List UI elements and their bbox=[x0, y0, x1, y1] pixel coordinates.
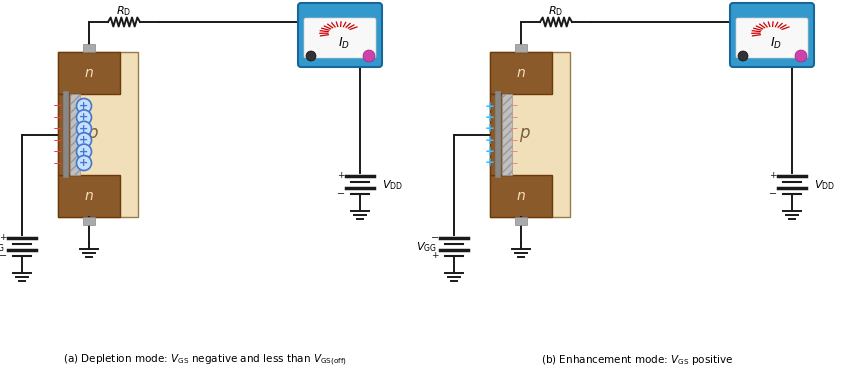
Circle shape bbox=[77, 110, 92, 125]
Bar bbox=[502, 94, 512, 175]
Bar bbox=[490, 52, 552, 94]
Text: −: − bbox=[509, 145, 519, 158]
Circle shape bbox=[306, 51, 316, 61]
Text: $R_{\mathrm{D}}$: $R_{\mathrm{D}}$ bbox=[117, 4, 131, 18]
Text: +: + bbox=[79, 135, 89, 145]
Text: +: + bbox=[79, 113, 89, 123]
Text: +: + bbox=[785, 52, 793, 61]
Text: −: − bbox=[53, 156, 63, 169]
Text: $V_{\mathrm{GG}}$: $V_{\mathrm{GG}}$ bbox=[0, 240, 4, 254]
Bar bbox=[58, 52, 120, 94]
Text: +: + bbox=[79, 158, 89, 168]
Bar bbox=[490, 52, 570, 217]
Text: +: + bbox=[769, 172, 777, 180]
Text: +: + bbox=[485, 156, 495, 169]
Bar bbox=[490, 175, 552, 217]
Circle shape bbox=[363, 50, 375, 62]
Text: $n$: $n$ bbox=[84, 66, 94, 80]
Text: +: + bbox=[79, 146, 89, 156]
Text: +: + bbox=[0, 234, 7, 242]
Text: −: − bbox=[509, 122, 519, 135]
FancyBboxPatch shape bbox=[304, 18, 376, 58]
Text: −: − bbox=[509, 156, 519, 169]
Text: −: − bbox=[337, 189, 345, 199]
Text: −: − bbox=[53, 145, 63, 158]
FancyBboxPatch shape bbox=[730, 3, 814, 67]
Text: $I_D$: $I_D$ bbox=[338, 35, 350, 51]
Text: +: + bbox=[79, 101, 89, 111]
Text: −: − bbox=[509, 111, 519, 124]
FancyBboxPatch shape bbox=[298, 3, 382, 67]
Bar bbox=[83, 44, 95, 52]
Text: +: + bbox=[485, 145, 495, 158]
Bar bbox=[58, 175, 120, 217]
Text: $I_D$: $I_D$ bbox=[770, 35, 782, 51]
Circle shape bbox=[77, 155, 92, 170]
Text: $n$: $n$ bbox=[516, 66, 526, 80]
Text: +: + bbox=[485, 100, 495, 113]
Text: (a) Depletion mode: $V_{\mathrm{GS}}$ negative and less than $V_{\mathrm{GS(off): (a) Depletion mode: $V_{\mathrm{GS}}$ ne… bbox=[63, 352, 347, 368]
Text: $p$: $p$ bbox=[87, 125, 98, 144]
Text: −: − bbox=[53, 100, 63, 113]
Text: +: + bbox=[485, 111, 495, 124]
Text: −: − bbox=[320, 52, 327, 61]
Bar bbox=[83, 217, 95, 225]
Text: $V_{\mathrm{GG}}$: $V_{\mathrm{GG}}$ bbox=[416, 240, 436, 254]
FancyBboxPatch shape bbox=[736, 18, 808, 58]
Text: −: − bbox=[769, 189, 777, 199]
Text: −: − bbox=[752, 52, 759, 61]
Text: −: − bbox=[509, 100, 519, 113]
Bar bbox=[490, 94, 502, 175]
Text: $p$: $p$ bbox=[519, 125, 530, 144]
Circle shape bbox=[77, 133, 92, 148]
Text: −: − bbox=[53, 134, 63, 147]
Circle shape bbox=[77, 99, 92, 114]
Text: $n$: $n$ bbox=[516, 189, 526, 203]
Text: −: − bbox=[509, 134, 519, 147]
Text: −: − bbox=[431, 233, 439, 243]
Text: $n$: $n$ bbox=[84, 189, 94, 203]
Bar bbox=[515, 44, 527, 52]
Text: $R_{\mathrm{D}}$: $R_{\mathrm{D}}$ bbox=[549, 4, 563, 18]
Text: $V_{\mathrm{DD}}$: $V_{\mathrm{DD}}$ bbox=[382, 178, 403, 192]
Bar bbox=[58, 94, 70, 175]
Text: +: + bbox=[485, 122, 495, 135]
Circle shape bbox=[738, 51, 748, 61]
Bar bbox=[58, 52, 138, 217]
Bar bbox=[515, 217, 527, 225]
Text: −: − bbox=[53, 122, 63, 135]
Text: +: + bbox=[431, 252, 439, 261]
Text: +: + bbox=[485, 134, 495, 147]
Text: −: − bbox=[0, 251, 7, 261]
Text: $V_{\mathrm{DD}}$: $V_{\mathrm{DD}}$ bbox=[814, 178, 835, 192]
Text: +: + bbox=[337, 172, 345, 180]
Circle shape bbox=[795, 50, 807, 62]
Bar bbox=[70, 94, 80, 175]
Circle shape bbox=[77, 121, 92, 136]
Text: −: − bbox=[53, 111, 63, 124]
Text: (b) Enhancement mode: $V_{\mathrm{GS}}$ positive: (b) Enhancement mode: $V_{\mathrm{GS}}$ … bbox=[541, 353, 734, 367]
Circle shape bbox=[77, 144, 92, 159]
Text: +: + bbox=[79, 124, 89, 134]
Text: +: + bbox=[353, 52, 361, 61]
